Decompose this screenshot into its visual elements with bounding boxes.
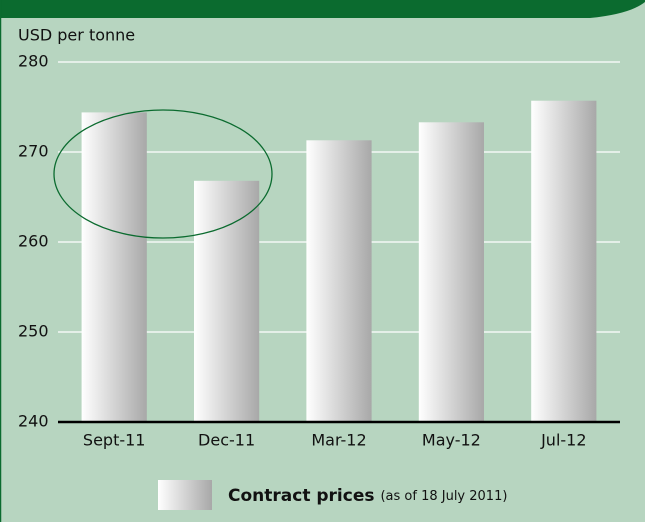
header-band xyxy=(0,0,645,18)
bar xyxy=(306,140,372,423)
y-tick-label: 270 xyxy=(18,142,49,161)
highlight-ellipse xyxy=(53,109,273,239)
x-tick-label: Dec-11 xyxy=(198,431,255,450)
y-axis-label: USD per tonne xyxy=(18,26,135,45)
x-tick-label: Mar-12 xyxy=(311,431,366,450)
bar xyxy=(194,180,260,422)
bar xyxy=(81,112,147,423)
bar xyxy=(418,122,484,423)
plot: 240 250 260 270 280 Sept-11 Dec-11 Mar-12 May-12… xyxy=(18,52,620,450)
x-tick-label: Sept-11 xyxy=(83,431,146,450)
legend-note: (as of 18 July 2011) xyxy=(380,489,507,504)
y-tick-label: 250 xyxy=(18,322,49,341)
legend: Contract prices (as of 18 July 2011) xyxy=(228,486,507,506)
legend-swatch xyxy=(158,480,212,510)
y-tick-label: 280 xyxy=(18,52,49,71)
x-tick-label: Jul-12 xyxy=(540,431,586,450)
x-tick-label: May-12 xyxy=(422,431,481,450)
legend-label: Contract prices xyxy=(228,486,374,506)
y-tick-label: 240 xyxy=(18,412,49,431)
bar xyxy=(531,100,597,422)
y-tick-label: 260 xyxy=(18,232,49,251)
